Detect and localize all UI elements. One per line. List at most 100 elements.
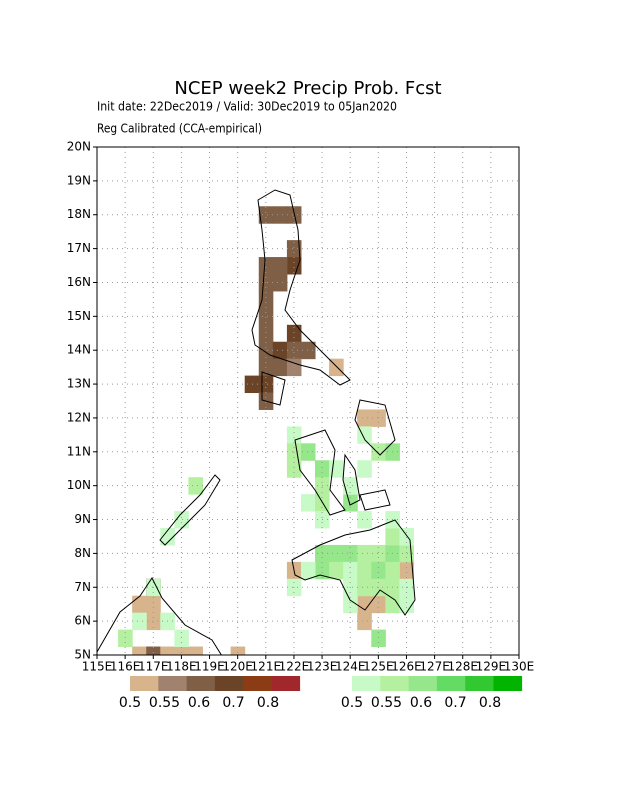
- legend-label: 0.7: [444, 695, 466, 711]
- wet-cell: [385, 528, 400, 546]
- wet-cell: [343, 477, 358, 495]
- dry-cell: [357, 612, 372, 631]
- plot-frame: [96, 146, 520, 656]
- wet-cell: [385, 561, 400, 580]
- legend-swatch: [243, 676, 272, 691]
- y-tick-label: 7N: [74, 580, 91, 594]
- legend-label: 0.55: [371, 695, 402, 711]
- coastline: [97, 189, 416, 655]
- axis-ticks: 115E116E117E118E119E120E121E122E123E124E…: [67, 140, 535, 674]
- wet-cell: [357, 460, 372, 478]
- borneo-coast: [97, 577, 222, 655]
- dry-cell: [258, 290, 274, 309]
- wet-cell: [357, 511, 372, 529]
- dry-cell: [300, 341, 316, 360]
- subtitle: Init date: 22Dec2019 / Valid: 30Dec2019 …: [97, 100, 397, 114]
- dry-cell: [174, 646, 189, 655]
- dry-cell: [258, 257, 274, 275]
- y-tick-label: 20N: [67, 140, 91, 154]
- dry-cell: [272, 274, 288, 292]
- legend-swatch: [408, 676, 438, 691]
- dry-cell: [357, 409, 372, 427]
- dry-cell: [146, 595, 161, 614]
- x-tick-label: 121E: [251, 660, 282, 674]
- legend-label: 0.5: [341, 695, 363, 711]
- dry-cell: [286, 341, 302, 360]
- wet-cell: [343, 544, 358, 563]
- legend-swatch: [214, 676, 244, 691]
- x-tick-label: 124E: [335, 660, 366, 674]
- dry-cell: [371, 409, 386, 427]
- dry-cell: [272, 358, 288, 377]
- mindoro-coast: [261, 371, 286, 406]
- luzon-coast: [251, 189, 351, 386]
- wet-cell: [300, 561, 316, 580]
- y-tick-label: 8N: [74, 546, 91, 560]
- title: NCEP week2 Precip Prob. Fcst: [174, 78, 441, 99]
- legend-swatch: [186, 676, 216, 691]
- dry-cell: [286, 324, 302, 343]
- legend-swatch: [436, 676, 466, 691]
- dry-cell: [146, 612, 161, 631]
- wet-cell: [188, 477, 203, 495]
- wet-cell: [174, 629, 189, 648]
- wet-cell: [286, 460, 302, 478]
- wet-cell: [343, 595, 358, 614]
- dry-cell: [258, 375, 274, 394]
- wet-cell: [357, 561, 372, 580]
- y-tick-label: 19N: [67, 173, 91, 187]
- dry-cell: [160, 646, 175, 655]
- x-tick-label: 118E: [166, 660, 197, 674]
- x-tick-label: 130E: [504, 660, 535, 674]
- x-tick-label: 115E: [82, 660, 113, 674]
- dry-cell: [230, 646, 246, 655]
- y-tick-label: 10N: [67, 478, 91, 492]
- wet-cell: [371, 561, 386, 580]
- y-tick-label: 13N: [67, 377, 91, 391]
- y-tick-label: 6N: [74, 614, 91, 628]
- legend: 0.5 0.55 0.6 0.7 0.8 0.5 0.55 0.6 0.7 0.8: [119, 676, 523, 711]
- wet-cell: [385, 595, 400, 614]
- dry-cell: [258, 307, 274, 326]
- wet-cell: [300, 494, 316, 512]
- x-tick-label: 123E: [307, 660, 338, 674]
- legend-swatch: [465, 676, 494, 691]
- y-tick-label: 9N: [74, 512, 91, 526]
- x-tick-label: 116E: [110, 660, 141, 674]
- palawan-coast: [159, 474, 221, 546]
- wet-cell: [118, 629, 133, 648]
- x-tick-label: 127E: [419, 660, 450, 674]
- legend-label: 0.8: [257, 695, 279, 711]
- dry-cell: [399, 561, 414, 580]
- x-tick-label: 126E: [391, 660, 422, 674]
- y-tick-label: 14N: [67, 343, 91, 357]
- wet-cell: [329, 544, 344, 563]
- legend-swatch: [271, 676, 301, 691]
- wet-cell: [357, 578, 372, 597]
- wet-cell: [329, 460, 344, 478]
- dry-cell: [272, 257, 288, 275]
- dry-cell: [258, 341, 274, 360]
- legend-label: 0.55: [149, 695, 180, 711]
- legend-label: 0.6: [188, 695, 210, 711]
- wet-cell: [399, 595, 414, 614]
- dry-cell: [286, 257, 302, 275]
- legend-label: 0.5: [119, 695, 141, 711]
- wet-cell: [160, 528, 175, 546]
- y-tick-label: 11N: [67, 444, 91, 458]
- dry-cell: [272, 206, 288, 224]
- wet-cell: [300, 443, 316, 461]
- legend-swatch: [380, 676, 409, 691]
- y-tick-label: 16N: [67, 275, 91, 289]
- y-tick-label: 15N: [67, 309, 91, 323]
- y-tick-label: 12N: [67, 410, 91, 424]
- cell-layer: [118, 206, 414, 655]
- wet-cell: [343, 561, 358, 580]
- dry-cell: [371, 595, 386, 614]
- mindanao-coast: [291, 519, 416, 616]
- samar-coast: [354, 399, 396, 456]
- dry-cell: [132, 646, 147, 655]
- wet-cell: [132, 612, 147, 631]
